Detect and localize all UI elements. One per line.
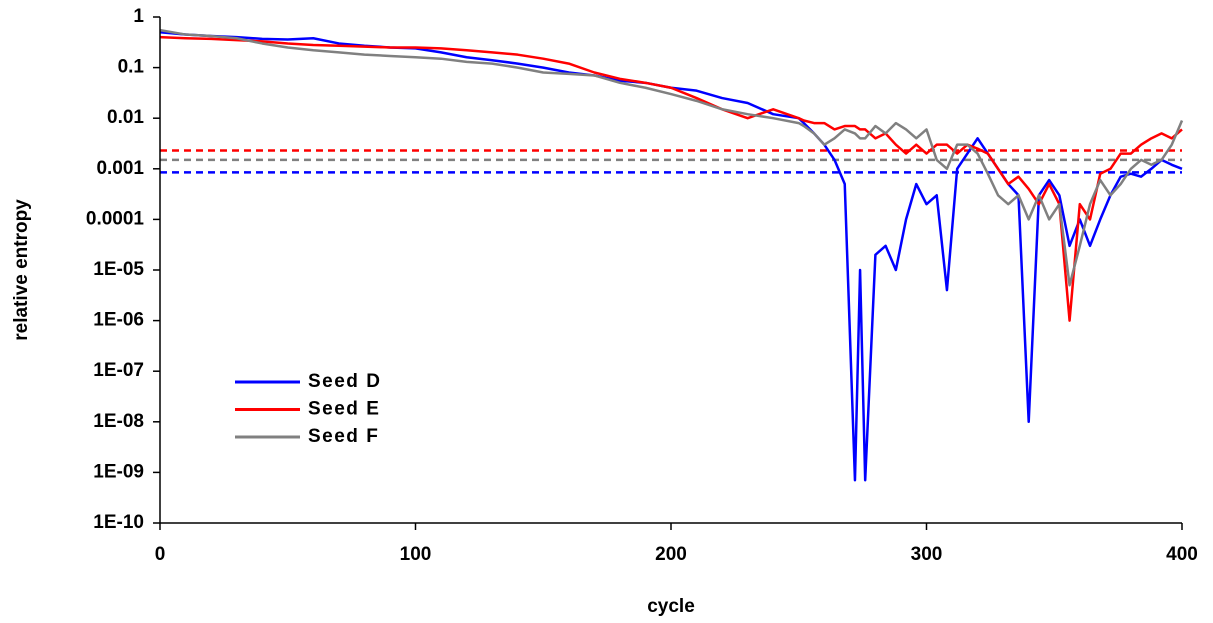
x-tick-label: 200 (655, 544, 687, 565)
y-tick-label: 0.1 (118, 57, 145, 78)
y-tick-label: 1E-10 (93, 512, 144, 533)
x-tick-label: 0 (155, 544, 166, 565)
y-axis-label: relative entropy (11, 199, 32, 341)
series-line (159, 35, 1183, 322)
y-tick-label: 1E-09 (93, 461, 144, 482)
legend-label: Seed F (308, 426, 379, 447)
x-tick-label: 400 (1166, 544, 1198, 565)
x-tick-label: 300 (911, 544, 943, 565)
legend-label: Seed D (308, 371, 381, 392)
series-line (159, 30, 1183, 482)
x-axis-label: cycle (647, 596, 695, 617)
series-line (159, 28, 1184, 287)
y-tick-label: 1E-05 (93, 259, 144, 280)
x-tick-label: 100 (400, 544, 432, 565)
y-tick-label: 0.01 (107, 107, 144, 128)
y-tick-label: 1E-07 (93, 360, 144, 381)
y-tick-label: 0.001 (96, 158, 144, 179)
y-tick-label: 1E-06 (93, 310, 144, 331)
y-tick-label: 0.0001 (86, 208, 145, 229)
y-tick-label: 1E-08 (93, 411, 144, 432)
legend-label: Seed E (308, 399, 380, 420)
y-tick-label: 1 (133, 6, 144, 27)
